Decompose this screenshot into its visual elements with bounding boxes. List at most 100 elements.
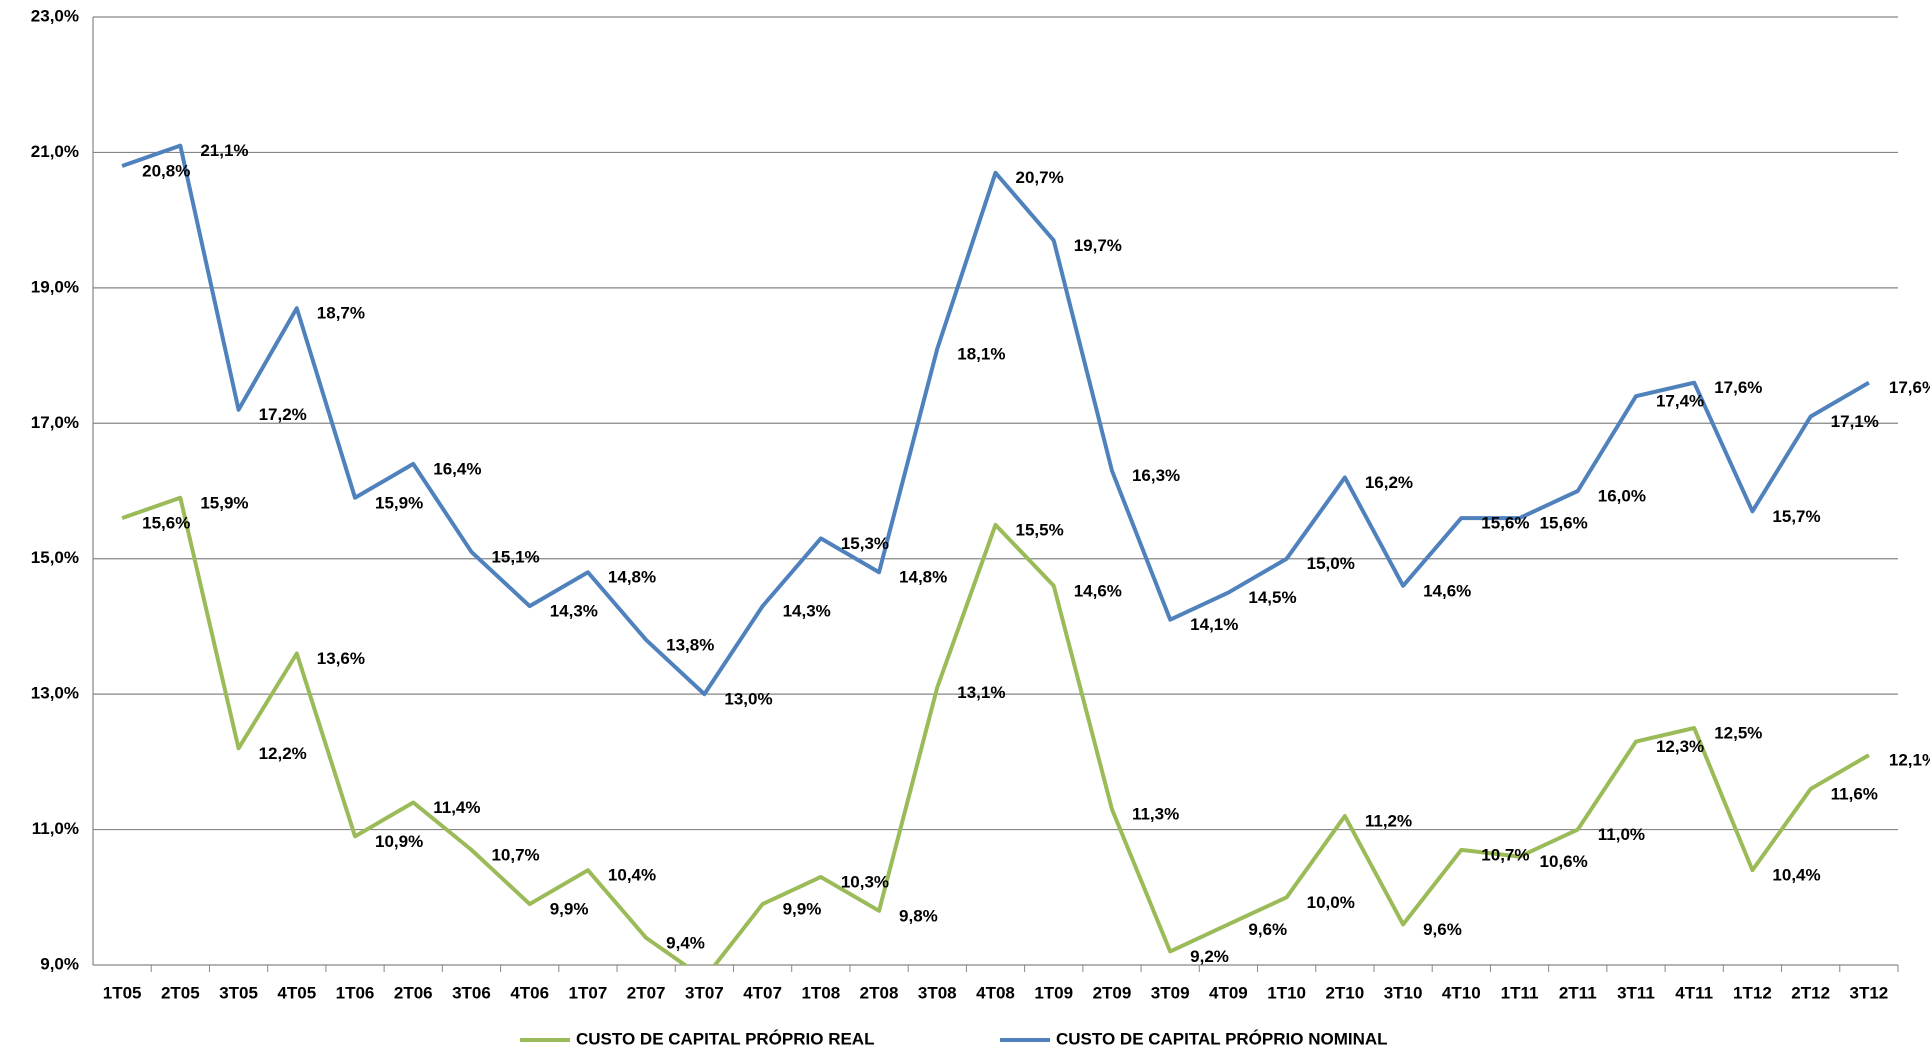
- data-label: 10,9%: [375, 832, 423, 851]
- data-label: 14,1%: [1190, 615, 1238, 634]
- data-label: 13,8%: [666, 635, 714, 654]
- x-tick-label: 2T05: [161, 983, 200, 1002]
- x-tick-label: 3T06: [452, 983, 491, 1002]
- data-label: 11,4%: [433, 798, 480, 817]
- x-tick-label: 2T12: [1791, 983, 1830, 1002]
- x-tick-label: 2T08: [860, 983, 899, 1002]
- x-tick-label: 2T10: [1325, 983, 1364, 1002]
- x-tick-label: 3T05: [219, 983, 258, 1002]
- x-tick-label: 4T07: [743, 983, 782, 1002]
- data-label: 20,8%: [142, 161, 190, 180]
- data-label: 9,8%: [899, 906, 938, 925]
- data-label: 16,0%: [1598, 486, 1646, 505]
- data-label: 15,6%: [1540, 514, 1588, 533]
- y-tick-label: 13,0%: [31, 684, 79, 703]
- data-label: 15,6%: [1481, 514, 1529, 533]
- data-label: 15,1%: [491, 547, 539, 566]
- data-label: 11,6%: [1831, 784, 1878, 803]
- series-group: [121, 495, 1870, 965]
- y-tick-label: 15,0%: [31, 548, 79, 567]
- x-tick-label: 4T11: [1675, 983, 1713, 1002]
- legend-label: CUSTO DE CAPITAL PRÓPRIO NOMINAL: [1056, 1029, 1388, 1048]
- data-label: 11,0%: [1598, 825, 1645, 844]
- x-tick-label: 1T06: [336, 983, 375, 1002]
- data-label: 9,4%: [666, 933, 705, 952]
- data-label: 9,6%: [1248, 920, 1287, 939]
- data-label: 14,3%: [550, 602, 598, 621]
- data-label: 15,3%: [841, 534, 889, 553]
- data-label: 18,7%: [317, 304, 365, 323]
- x-tick-label: 1T12: [1733, 983, 1772, 1002]
- y-tick-label: 21,0%: [31, 142, 79, 161]
- data-label: 13,0%: [724, 690, 772, 709]
- data-label: 12,3%: [1656, 737, 1704, 756]
- data-label: 11,3%: [1132, 805, 1179, 824]
- x-tick-label: 1T08: [801, 983, 840, 1002]
- data-label: 17,4%: [1656, 392, 1704, 411]
- data-label: 18,1%: [957, 344, 1005, 363]
- x-tick-label: 4T10: [1442, 983, 1481, 1002]
- series-group: [121, 143, 1870, 697]
- data-label: 16,2%: [1365, 473, 1413, 492]
- x-tick-label: 2T06: [394, 983, 433, 1002]
- x-tick-label: 1T09: [1034, 983, 1073, 1002]
- data-label: 17,6%: [1714, 378, 1762, 397]
- data-label: 9,6%: [1423, 920, 1462, 939]
- data-label: 13,6%: [317, 649, 365, 668]
- x-tick-label: 4T05: [277, 983, 316, 1002]
- y-tick-label: 11,0%: [32, 819, 79, 838]
- data-label: 14,8%: [608, 568, 656, 587]
- series-line: [121, 495, 1870, 965]
- x-tick-label: 1T10: [1267, 983, 1306, 1002]
- data-label: 17,1%: [1831, 412, 1879, 431]
- data-label: 9,2%: [1190, 947, 1229, 966]
- x-tick-label: 2T07: [627, 983, 666, 1002]
- data-label: 15,0%: [1307, 554, 1355, 573]
- y-tick-label: 19,0%: [31, 277, 79, 296]
- legend-label: CUSTO DE CAPITAL PRÓPRIO REAL: [576, 1029, 874, 1048]
- data-label: 15,9%: [375, 493, 423, 512]
- x-tick-label: 4T09: [1209, 983, 1248, 1002]
- x-tick-label: 1T07: [569, 983, 608, 1002]
- x-tick-label: 2T11: [1559, 983, 1597, 1002]
- x-tick-label: 2T09: [1093, 983, 1132, 1002]
- data-label: 12,2%: [259, 744, 307, 763]
- y-tick-label: 23,0%: [31, 6, 79, 25]
- data-label: 9,9%: [783, 900, 822, 919]
- data-label: 17,2%: [259, 405, 307, 424]
- x-tick-label: 1T05: [103, 983, 142, 1002]
- x-tick-label: 3T08: [918, 983, 957, 1002]
- x-tick-label: 3T09: [1151, 983, 1190, 1002]
- data-label: 14,6%: [1074, 581, 1122, 600]
- data-label: 10,7%: [491, 845, 539, 864]
- data-label: 9,9%: [550, 900, 589, 919]
- data-label: 10,0%: [1307, 893, 1355, 912]
- data-label: 10,4%: [1772, 866, 1820, 885]
- data-label: 20,7%: [1016, 168, 1064, 187]
- data-label: 16,3%: [1132, 466, 1180, 485]
- x-tick-label: 3T07: [685, 983, 724, 1002]
- data-label: 10,4%: [608, 866, 656, 885]
- data-label: 17,6%: [1889, 378, 1930, 397]
- x-tick-label: 4T06: [510, 983, 549, 1002]
- data-label: 15,6%: [142, 514, 190, 533]
- data-label: 13,1%: [957, 683, 1005, 702]
- y-tick-label: 17,0%: [31, 413, 79, 432]
- data-label: 12,1%: [1889, 751, 1930, 770]
- data-label: 11,2%: [1365, 812, 1412, 831]
- data-label: 12,5%: [1714, 723, 1762, 742]
- x-tick-label: 3T11: [1617, 983, 1655, 1002]
- data-label: 14,8%: [899, 568, 947, 587]
- y-tick-label: 9,0%: [40, 954, 79, 973]
- data-label: 19,7%: [1074, 236, 1122, 255]
- data-label: 14,5%: [1248, 588, 1296, 607]
- data-label: 14,6%: [1423, 581, 1471, 600]
- data-label: 14,3%: [783, 602, 831, 621]
- data-label: 10,3%: [841, 872, 889, 891]
- data-label: 10,6%: [1540, 852, 1588, 871]
- data-label: 16,4%: [433, 459, 481, 478]
- data-label: 21,1%: [200, 141, 248, 160]
- series-line: [121, 143, 1870, 697]
